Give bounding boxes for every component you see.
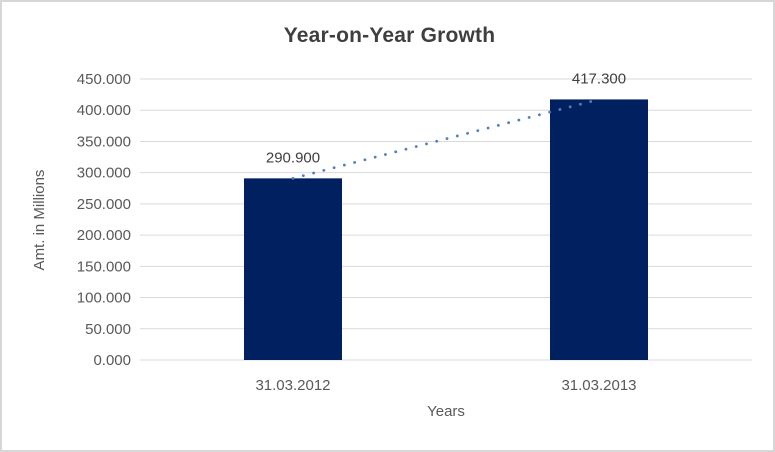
- x-axis-title: Years: [427, 403, 465, 420]
- x-tick-label: 31.03.2012: [255, 377, 330, 394]
- y-tick-label: 150.000: [77, 258, 131, 275]
- x-tick-label: 31.03.2013: [561, 377, 636, 394]
- bar-31.03.2012: [244, 178, 342, 360]
- y-tick-label: 0.000: [93, 352, 131, 369]
- data-label: 417.300: [572, 70, 626, 87]
- y-tick-label: 300.000: [77, 165, 131, 182]
- chart-title: Year-on-Year Growth: [283, 24, 496, 47]
- y-tick-label: 400.000: [77, 102, 131, 119]
- data-label: 290.900: [266, 149, 320, 166]
- y-tick-label: 450.000: [77, 71, 131, 88]
- y-tick-label: 200.000: [77, 227, 131, 244]
- trendline: [291, 98, 601, 180]
- y-tick-label: 50.000: [85, 321, 131, 338]
- y-tick-label: 100.000: [77, 290, 131, 307]
- bar-31.03.2013: [550, 99, 648, 360]
- y-tick-label: 350.000: [77, 133, 131, 150]
- y-tick-label: 250.000: [77, 196, 131, 213]
